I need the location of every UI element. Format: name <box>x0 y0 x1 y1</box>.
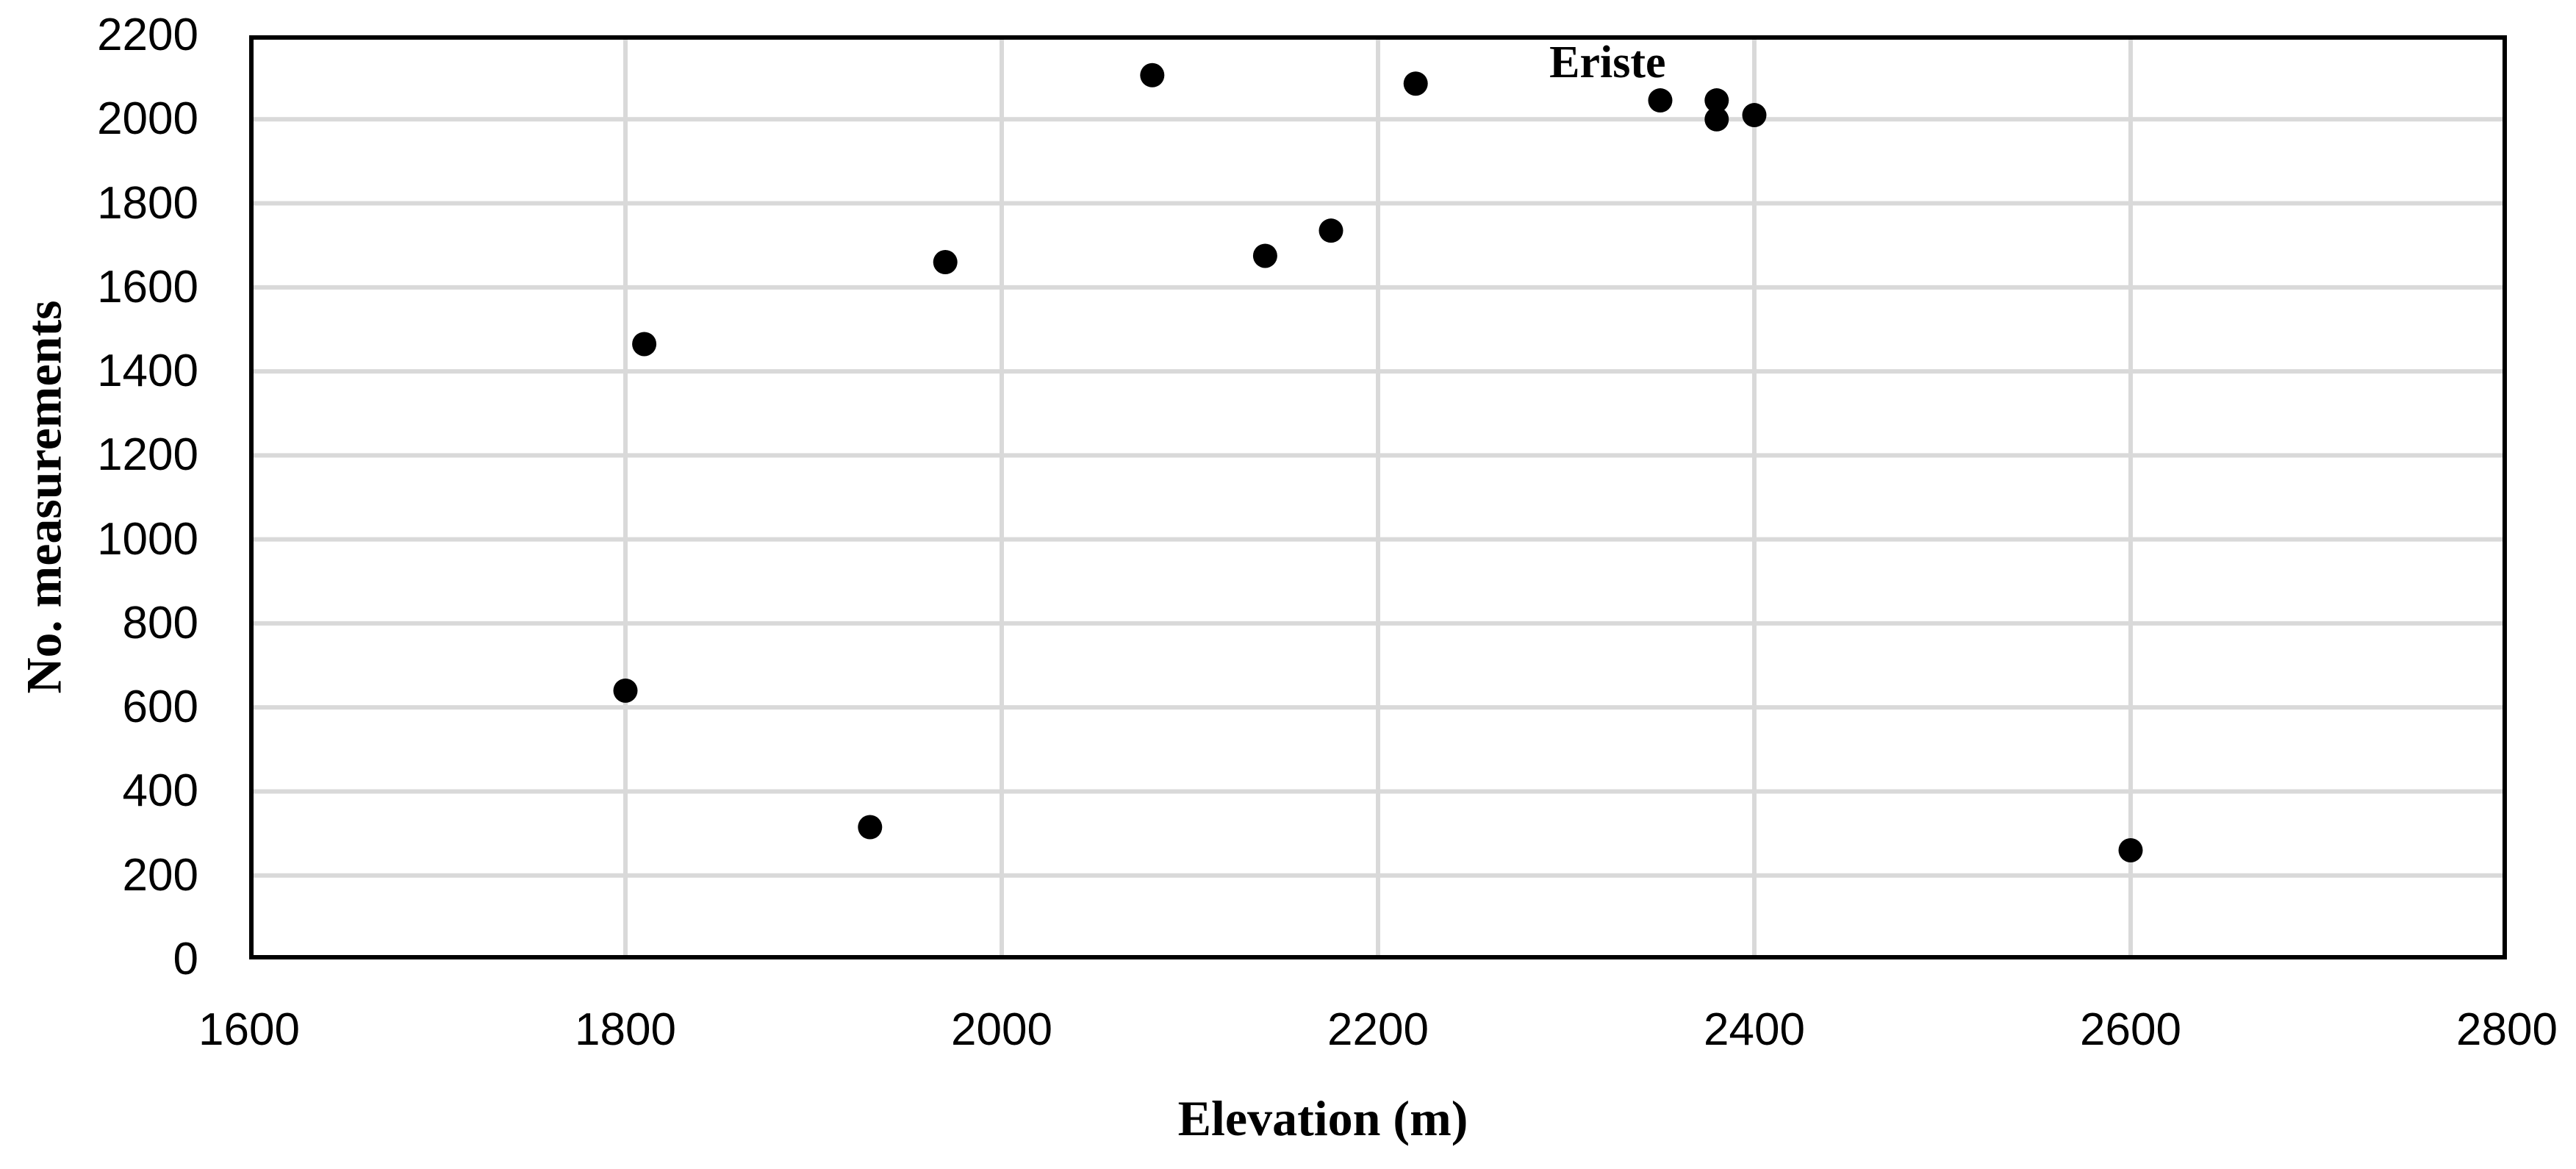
data-point <box>858 815 883 840</box>
data-point <box>1648 88 1673 113</box>
data-point <box>1403 71 1428 96</box>
y-tick-label: 2200 <box>97 10 198 60</box>
plot-area: Eriste <box>249 35 2507 959</box>
x-tick-label: 2600 <box>2080 1004 2181 1055</box>
x-axis-title: Elevation (m) <box>1177 1090 1468 1146</box>
x-tick-label: 2800 <box>2456 1004 2558 1055</box>
y-tick-label: 1600 <box>97 261 198 312</box>
y-tick-label: 0 <box>173 934 198 984</box>
y-tick-label: 1200 <box>97 429 198 481</box>
data-point <box>933 250 958 275</box>
data-point <box>632 332 657 357</box>
y-tick-label: 400 <box>122 765 198 817</box>
data-point <box>1140 62 1165 87</box>
data-point <box>613 678 638 703</box>
y-tick-label: 1000 <box>97 513 198 565</box>
data-point <box>1704 107 1729 132</box>
point-annotation: Eriste <box>1549 37 1665 87</box>
plot-frame <box>249 35 2507 959</box>
data-point <box>1319 218 1343 243</box>
y-tick-label: 600 <box>122 682 198 733</box>
data-point <box>1742 103 1767 128</box>
data-point <box>1704 88 1729 113</box>
y-tick-label: 2000 <box>97 93 198 145</box>
x-tick-label: 2400 <box>1704 1004 1805 1055</box>
y-tick-label: 200 <box>122 849 198 901</box>
y-tick-label: 1800 <box>97 177 198 229</box>
x-tick-label: 1800 <box>575 1004 676 1055</box>
plot-canvas: Eriste <box>249 35 2507 959</box>
data-point <box>1252 243 1277 268</box>
x-tick-label: 2000 <box>951 1004 1052 1055</box>
x-tick-label: 1600 <box>198 1004 300 1055</box>
data-point <box>2118 837 2143 862</box>
y-tick-label: 1400 <box>97 346 198 397</box>
x-tick-label: 2200 <box>1327 1004 1429 1055</box>
y-tick-label: 800 <box>122 597 198 648</box>
